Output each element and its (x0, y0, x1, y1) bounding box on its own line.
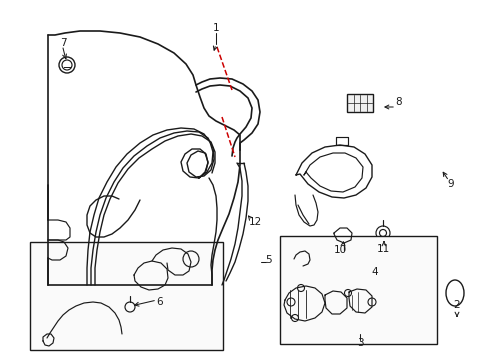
Text: 4: 4 (371, 267, 378, 277)
Text: 2: 2 (453, 300, 459, 310)
Bar (30, 242, 223, 350)
Text: 8: 8 (395, 97, 402, 107)
Text: 9: 9 (447, 179, 453, 189)
FancyBboxPatch shape (346, 94, 372, 112)
Text: 10: 10 (333, 245, 346, 255)
Text: 6: 6 (156, 297, 163, 307)
Text: 1: 1 (212, 23, 219, 33)
Bar (280, 236, 436, 344)
Text: 5: 5 (265, 255, 272, 265)
Text: 7: 7 (60, 38, 66, 48)
Text: 3: 3 (356, 338, 363, 348)
Text: 12: 12 (248, 217, 261, 227)
Text: 11: 11 (376, 244, 389, 254)
